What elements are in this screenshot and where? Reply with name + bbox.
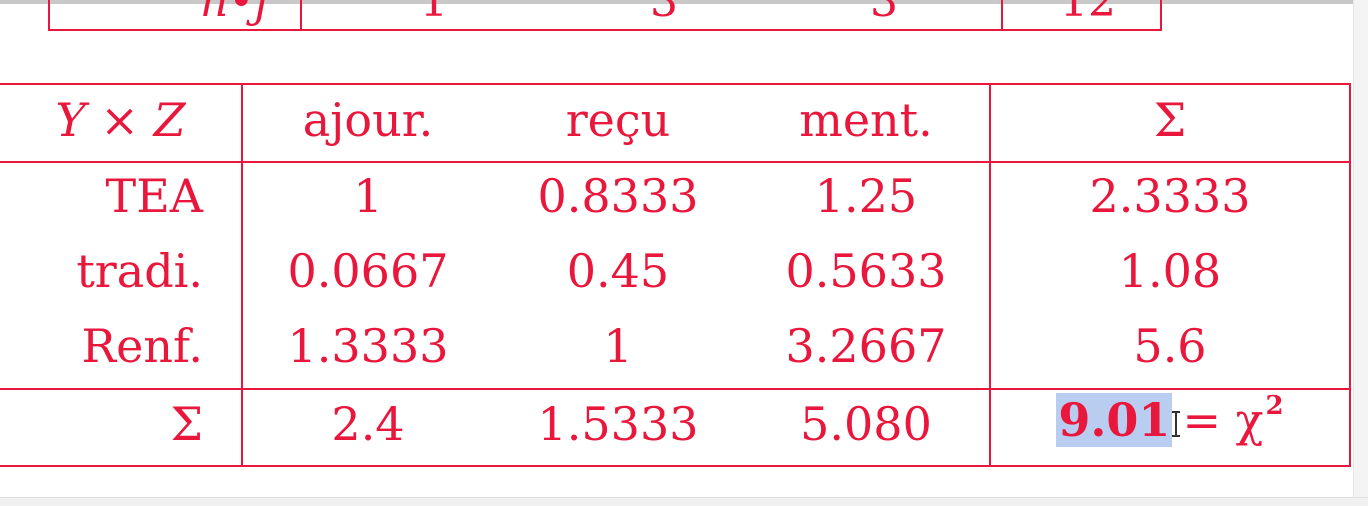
column-header-recu: reçu	[565, 93, 671, 147]
row-label-tea: TEA	[105, 169, 203, 223]
previous-table: n•j 1 3 3 12	[48, 0, 1162, 31]
column-header-ment: ment.	[799, 93, 933, 147]
total-row-label: Σ	[170, 397, 203, 451]
scrollbar-track[interactable]	[1353, 0, 1368, 506]
selected-chi-square-value[interactable]: 9.01	[1056, 393, 1173, 447]
prev-sum-cell: 12	[1060, 0, 1116, 27]
row-sum-cell: 5.6	[1133, 319, 1207, 373]
prev-cell: 3	[870, 0, 898, 27]
corner-header: Y × Z	[55, 93, 186, 147]
table-cell: 1.25	[814, 169, 918, 223]
sum-column-rule	[989, 85, 991, 465]
column-header-ajour: ajour.	[302, 93, 434, 147]
table-cell: 3.2667	[785, 319, 947, 373]
window-bottom-edge	[0, 497, 1368, 506]
prev-table-divider	[300, 0, 302, 29]
row-label-tradi: tradi.	[76, 244, 203, 298]
chi-square-contributions-table: Y × Z ajour. reçu ment. Σ TEA 1 0.8333 1…	[0, 83, 1351, 467]
chi-square-total-cell[interactable]: 9.01 = χ2	[991, 393, 1349, 447]
table-cell: 0.45	[566, 244, 670, 298]
table-cell: 1.3333	[287, 319, 449, 373]
column-total-cell: 2.4	[331, 397, 405, 451]
row-sum-cell: 2.3333	[1089, 169, 1251, 223]
label-column-rule	[241, 85, 243, 465]
row-sum-cell: 1.08	[1118, 244, 1222, 298]
table-cell: 0.5633	[785, 244, 947, 298]
row-label-renf: Renf.	[81, 319, 204, 373]
table-cell: 1	[353, 169, 383, 223]
table-cell: 0.8333	[537, 169, 699, 223]
header-rule	[0, 161, 1349, 163]
prev-table-divider	[1001, 0, 1003, 29]
chi-square-exponent: 2	[1265, 391, 1284, 421]
column-total-cell: 1.5333	[537, 397, 699, 451]
prev-cell: 1	[420, 0, 448, 27]
column-header-sum: Σ	[1153, 93, 1187, 147]
text-cursor-icon	[1172, 411, 1181, 437]
table-cell: 1	[603, 319, 633, 373]
prev-row-label: n•j	[200, 0, 268, 27]
prev-cell: 3	[650, 0, 678, 27]
chi-square-symbol: = χ	[1182, 393, 1264, 447]
table-cell: 0.0667	[287, 244, 449, 298]
column-total-cell: 5.080	[800, 397, 932, 451]
total-rule	[0, 388, 1349, 390]
window-top-edge	[0, 0, 1368, 4]
